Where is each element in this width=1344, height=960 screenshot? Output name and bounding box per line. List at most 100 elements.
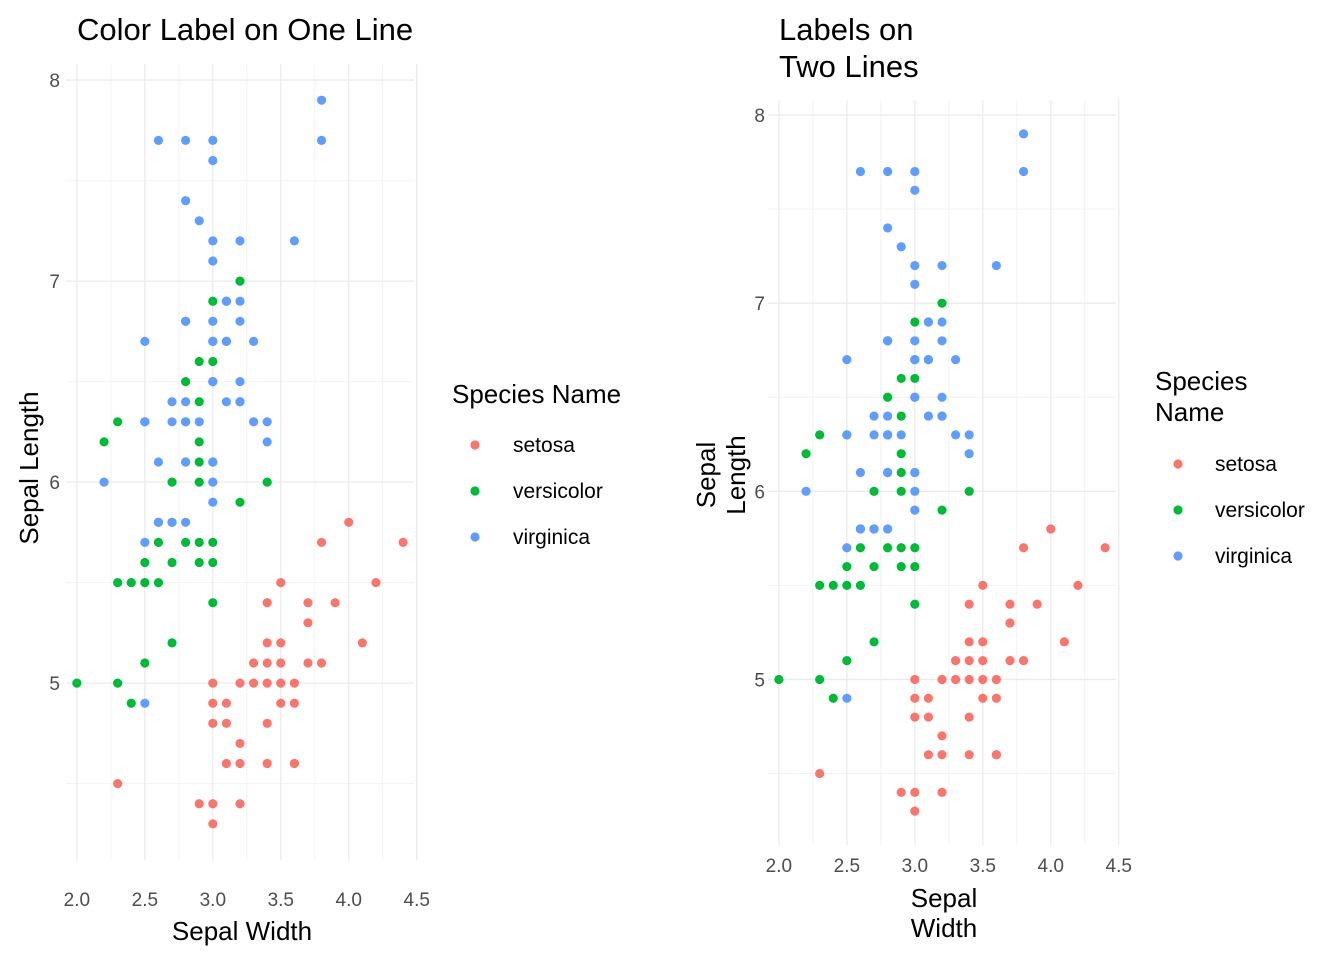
point-setosa (1005, 618, 1015, 628)
y-tick-label: 7 (754, 294, 765, 315)
point-setosa (1073, 580, 1083, 590)
point-virginica (316, 135, 327, 145)
point-virginica (910, 260, 920, 271)
point-setosa (950, 674, 961, 685)
point-virginica (221, 397, 232, 407)
point-virginica (208, 336, 218, 346)
x-axis-label: Sepal Width (172, 916, 312, 946)
point-virginica (937, 392, 947, 402)
point-virginica (140, 336, 150, 346)
point-versicolor (937, 298, 947, 308)
point-versicolor (194, 537, 204, 548)
point-setosa (208, 799, 218, 809)
point-setosa (303, 618, 313, 628)
point-versicolor (910, 543, 920, 553)
point-virginica (910, 505, 920, 515)
y-tick-label: 5 (49, 674, 60, 695)
point-virginica (208, 376, 218, 387)
point-virginica (167, 417, 177, 427)
point-setosa (276, 578, 286, 588)
point-virginica (208, 236, 218, 246)
point-virginica (883, 467, 893, 478)
chart-2: 2.0 2.5 3.0 3.5 4.0 4.5 5 6 7 8 Labels on Two Lines… (691, 12, 1305, 943)
point-virginica (248, 417, 259, 427)
x-tick-label: 2.0 (64, 890, 90, 911)
x-tick-label: 3.5 (268, 890, 294, 911)
point-setosa (964, 599, 974, 609)
point-setosa (276, 678, 286, 688)
point-versicolor (869, 637, 879, 647)
x-tick-label: 2.5 (132, 890, 158, 911)
x-tick-label: 2.5 (834, 856, 860, 877)
y-tick-label: 8 (754, 106, 765, 127)
point-virginica (910, 166, 920, 177)
legend-key-virginica (1173, 551, 1183, 561)
point-versicolor (910, 317, 920, 327)
point-setosa (910, 806, 920, 816)
legend-label-setosa: setosa (513, 434, 575, 457)
point-versicolor (153, 537, 164, 548)
point-virginica (964, 449, 974, 459)
point-versicolor (113, 417, 123, 427)
point-virginica (208, 457, 218, 467)
point-versicolor (208, 598, 218, 608)
point-versicolor (883, 392, 893, 402)
point-versicolor (208, 537, 218, 548)
point-virginica (181, 196, 191, 206)
point-setosa (910, 712, 920, 722)
point-virginica (923, 317, 934, 327)
point-setosa (276, 698, 286, 708)
point-versicolor (815, 580, 825, 590)
point-versicolor (208, 296, 218, 306)
point-virginica (937, 411, 947, 421)
point-virginica (991, 260, 1001, 271)
point-setosa (276, 638, 286, 648)
point-setosa (1059, 637, 1069, 647)
point-virginica (181, 316, 191, 326)
point-versicolor (235, 276, 245, 286)
point-versicolor (194, 477, 204, 487)
point-setosa (937, 731, 947, 741)
point-virginica (801, 486, 811, 496)
point-virginica (869, 411, 879, 421)
point-setosa (1005, 599, 1015, 609)
point-virginica (235, 316, 245, 326)
point-virginica (181, 517, 191, 527)
legend-key-versicolor (1173, 505, 1183, 515)
point-virginica (235, 296, 245, 306)
point-virginica (194, 417, 204, 427)
point-virginica (208, 316, 218, 326)
point-versicolor (194, 437, 204, 447)
point-virginica (842, 543, 852, 553)
point-setosa (910, 674, 920, 685)
point-virginica (1018, 129, 1029, 139)
point-setosa (221, 698, 232, 708)
point-virginica (855, 467, 866, 478)
x-tick-label: 4.0 (336, 890, 362, 911)
point-setosa (221, 758, 232, 769)
point-setosa (1005, 656, 1015, 666)
point-setosa (964, 637, 974, 647)
point-virginica (221, 336, 232, 346)
point-virginica (235, 397, 245, 407)
point-setosa (964, 750, 974, 760)
point-versicolor (910, 599, 920, 609)
point-virginica (937, 336, 947, 346)
point-setosa (289, 698, 299, 708)
point-virginica (910, 279, 920, 289)
point-versicolor (208, 557, 218, 568)
point-versicolor (235, 497, 245, 507)
point-setosa (1046, 524, 1056, 534)
point-setosa (910, 787, 920, 797)
point-setosa (235, 758, 245, 769)
point-setosa (950, 656, 961, 666)
legend-title: Species Name (452, 379, 621, 409)
point-virginica (937, 317, 947, 327)
point-versicolor (774, 674, 784, 685)
point-setosa (262, 638, 272, 648)
point-versicolor (140, 578, 150, 588)
point-virginica (235, 376, 245, 387)
point-versicolor (113, 578, 123, 588)
point-versicolor (181, 376, 191, 387)
